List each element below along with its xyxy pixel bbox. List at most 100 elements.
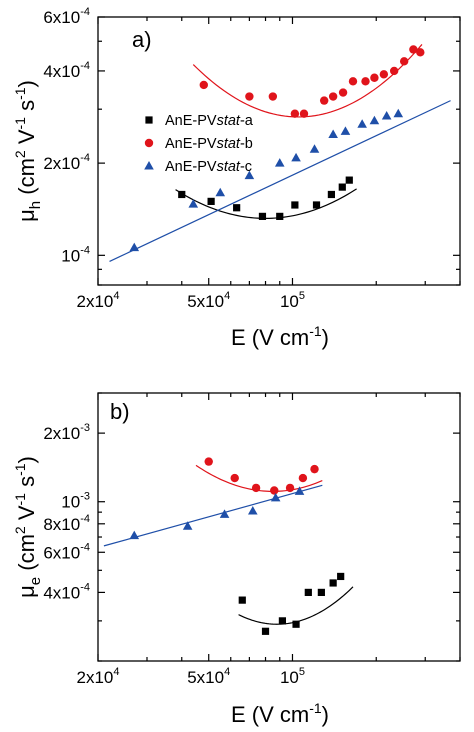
data-point bbox=[399, 57, 409, 66]
data-point bbox=[361, 77, 370, 86]
fit-curve bbox=[238, 586, 354, 625]
data-point bbox=[270, 492, 281, 502]
fit-curve bbox=[103, 484, 323, 547]
data-point bbox=[276, 212, 284, 220]
x-tick-label: 105 bbox=[280, 290, 305, 311]
data-point bbox=[340, 126, 351, 135]
data-point bbox=[261, 627, 270, 635]
data-point bbox=[129, 242, 140, 252]
data-point bbox=[319, 96, 329, 105]
x-tick-label: 2x104 bbox=[77, 290, 120, 311]
y-tick-label: 4x10-4 bbox=[43, 581, 90, 602]
data-point bbox=[338, 88, 348, 97]
data-point bbox=[278, 617, 287, 625]
data-point bbox=[370, 73, 379, 82]
fit-curves-a bbox=[109, 44, 451, 262]
data-point bbox=[345, 176, 353, 184]
fit-curves-b bbox=[103, 464, 354, 625]
plot-frame-a bbox=[97, 16, 461, 286]
fit-curve bbox=[109, 100, 451, 262]
data-point bbox=[251, 483, 261, 493]
legend-a: AnE-PVstat-a AnE-PVstat-b AnE-PVstat-c bbox=[144, 113, 254, 175]
x-ticks-b: 2x104 5x104 105 bbox=[77, 393, 461, 687]
data-point bbox=[337, 572, 345, 581]
data-point bbox=[379, 70, 389, 79]
data-point bbox=[178, 190, 186, 199]
x-axis-label-b: E (V cm-1) bbox=[231, 700, 329, 727]
data-point bbox=[204, 457, 213, 466]
y-tick-label: 6x10-4 bbox=[43, 6, 90, 27]
y-tick-label: 8x10-4 bbox=[43, 513, 90, 534]
data-point bbox=[310, 464, 319, 474]
panel-label-a: a) bbox=[132, 27, 152, 52]
x-axis-label-a: E (V cm-1) bbox=[231, 323, 329, 350]
data-point bbox=[291, 201, 299, 209]
legend-label: AnE-PVstat-a bbox=[165, 113, 254, 129]
data-point bbox=[285, 483, 295, 493]
data-point bbox=[299, 109, 309, 118]
data-point bbox=[309, 144, 320, 153]
data-point bbox=[258, 212, 267, 220]
legend-label: AnE-PVstat-c bbox=[165, 159, 252, 175]
data-point bbox=[219, 509, 230, 518]
y-tick-label: 2x10-4 bbox=[43, 152, 90, 173]
data-point bbox=[328, 129, 338, 139]
data-markers-a bbox=[129, 45, 425, 252]
data-point bbox=[244, 170, 255, 180]
data-point bbox=[199, 80, 208, 90]
data-point bbox=[274, 158, 285, 167]
x-tick-label: 5x104 bbox=[187, 666, 230, 687]
data-point bbox=[327, 190, 336, 199]
data-point bbox=[357, 119, 367, 128]
data-point bbox=[329, 579, 337, 587]
data-point bbox=[188, 199, 199, 208]
data-point bbox=[290, 109, 300, 118]
y-axis-label-a: μh (cm2 V-1 s-1) bbox=[12, 80, 44, 222]
fit-curve bbox=[175, 188, 357, 219]
data-markers-b bbox=[129, 457, 345, 635]
data-point bbox=[416, 48, 425, 57]
data-point bbox=[348, 77, 358, 86]
data-point bbox=[381, 111, 392, 120]
x-tick-label: 5x104 bbox=[187, 290, 230, 311]
data-point bbox=[270, 486, 279, 495]
data-point bbox=[230, 473, 239, 483]
x-tick-label: 2x104 bbox=[77, 666, 120, 687]
data-point bbox=[294, 486, 305, 495]
data-point bbox=[245, 92, 254, 101]
panel-label-b: b) bbox=[110, 399, 130, 424]
y-tick-label: 6x10-4 bbox=[43, 541, 90, 562]
data-point bbox=[215, 187, 226, 197]
y-tick-label: 10-4 bbox=[61, 244, 90, 265]
y-axis-label-b: μe (cm2 V-1 s-1) bbox=[12, 456, 44, 598]
data-point bbox=[409, 45, 418, 54]
y-tick-label: 2x10-3 bbox=[43, 422, 90, 443]
data-point bbox=[268, 92, 278, 101]
data-point bbox=[182, 521, 193, 530]
x-ticks-a: 2x104 5x104 105 bbox=[77, 17, 461, 311]
data-point bbox=[389, 66, 399, 76]
panel-a: a) 2x104 5x104 105 10-42x10-44x10-46x10-4 … bbox=[12, 6, 461, 350]
data-point bbox=[291, 152, 301, 162]
y-ticks-a: 10-4 2x10-4 4x10-4 6x10-4 bbox=[43, 6, 460, 286]
legend-label: AnE-PVstat-b bbox=[165, 136, 253, 152]
data-point bbox=[312, 201, 321, 209]
panel-b: b) 2x104 5x104 105 4x10-46x10-48x10-410-32… bbox=[12, 392, 461, 727]
legend-marker bbox=[144, 161, 154, 170]
data-point bbox=[238, 596, 246, 604]
data-point bbox=[338, 183, 346, 191]
y-tick-label: 4x10-4 bbox=[43, 60, 90, 81]
fit-curve bbox=[192, 44, 423, 118]
data-point bbox=[292, 620, 300, 628]
legend-marker bbox=[145, 116, 153, 124]
legend-marker bbox=[144, 138, 154, 148]
data-point bbox=[328, 92, 338, 101]
plot-frame-b bbox=[97, 392, 461, 662]
x-tick-label: 105 bbox=[280, 666, 305, 687]
data-point bbox=[393, 108, 404, 118]
data-point bbox=[304, 588, 312, 597]
data-point bbox=[369, 115, 380, 125]
y-tick-label: 10-3 bbox=[61, 491, 90, 512]
data-point bbox=[298, 473, 308, 483]
